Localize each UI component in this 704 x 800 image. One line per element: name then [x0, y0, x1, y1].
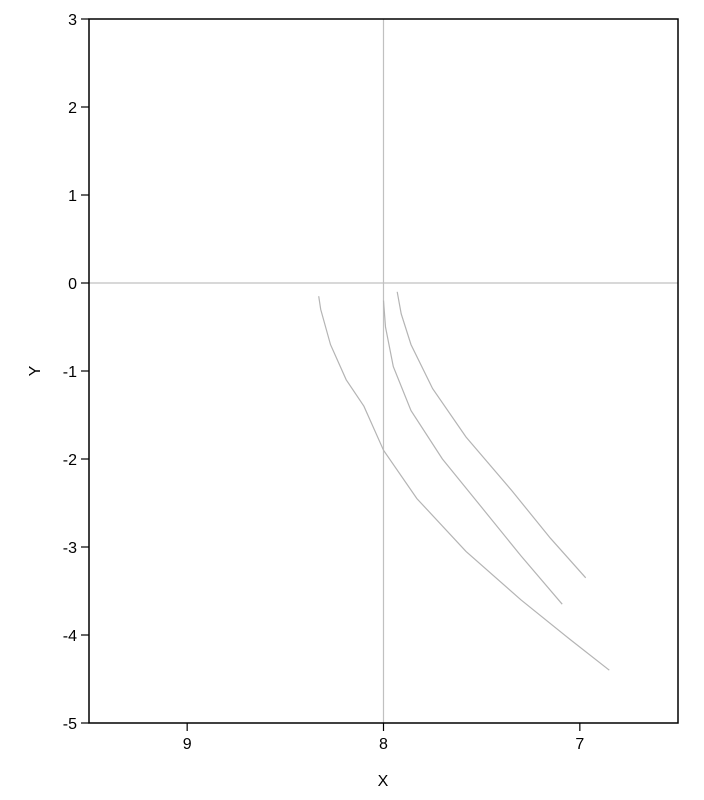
- y-tick-label-6: -2: [63, 452, 77, 469]
- y-tick-label-5: -1: [63, 364, 77, 381]
- trajectory-2: [382, 300, 563, 605]
- y-tick-label-8: -4: [63, 628, 77, 645]
- x-axis-title: X: [378, 773, 389, 790]
- y-tick-label-9: -5: [63, 716, 77, 733]
- y-tick-label-7: -3: [63, 540, 77, 557]
- y-tick-label-4: 0: [68, 276, 77, 293]
- y-tick-label-3: 1: [68, 188, 77, 205]
- trajectory-3: [318, 296, 610, 671]
- y-axis-title: Y: [27, 365, 44, 376]
- plot-area: [89, 19, 678, 723]
- x-tick-label-1: 9: [183, 736, 192, 753]
- x-tick-label-2: 8: [379, 736, 388, 753]
- axes: 9 8 7 3 2 1 0 -1 -2 -3 -4 -5: [63, 12, 585, 753]
- trajectory-1: [396, 291, 587, 579]
- y-tick-label-1: 3: [68, 12, 77, 29]
- x-tick-label-3: 7: [575, 736, 584, 753]
- y-tick-label-2: 2: [68, 100, 77, 117]
